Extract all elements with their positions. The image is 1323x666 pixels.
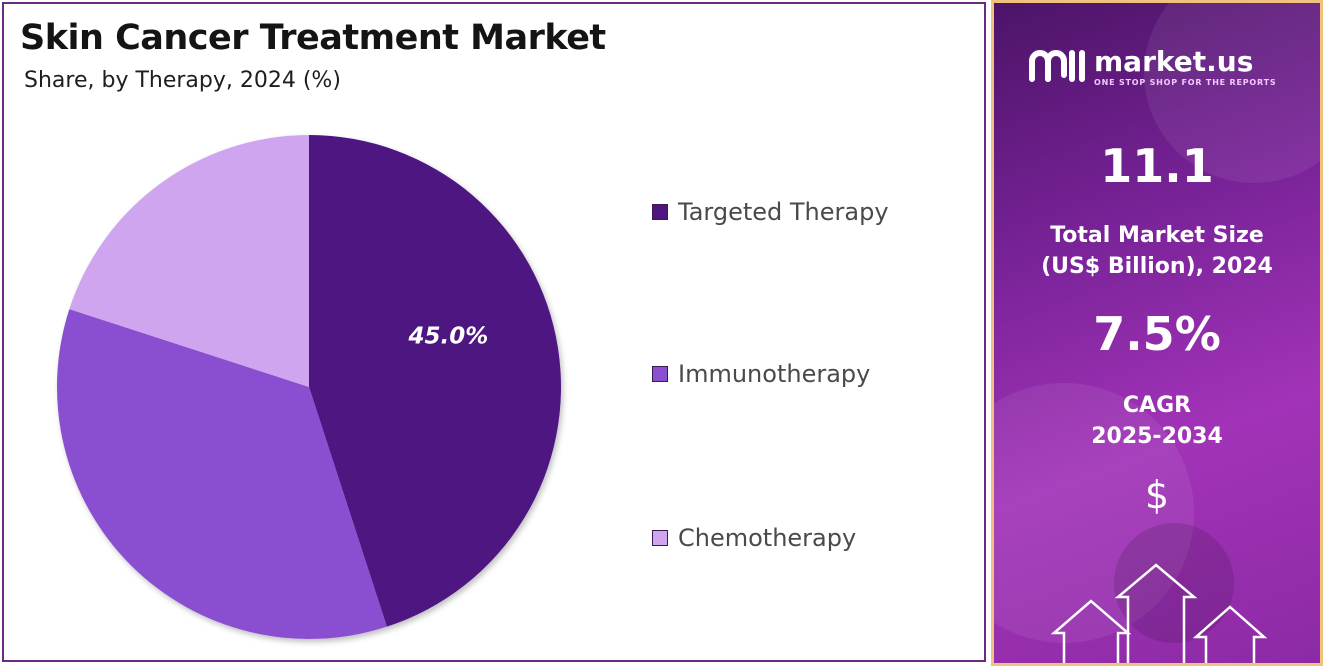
cagr-label: CAGR 2025-2034 bbox=[994, 390, 1320, 452]
brand-name: market.us bbox=[1094, 44, 1254, 78]
legend-swatch bbox=[652, 366, 668, 382]
cagr-label-line2: 2025-2034 bbox=[1091, 424, 1223, 449]
pie-slice-chemotherapy bbox=[69, 135, 309, 387]
cagr-value: 7.5% bbox=[1093, 307, 1221, 361]
brand-tagline: ONE STOP SHOP FOR THE REPORTS bbox=[1094, 77, 1277, 87]
cagr-label-line1: CAGR bbox=[1122, 393, 1192, 418]
legend-swatch bbox=[652, 530, 668, 546]
market-size-label: Total Market Size (US$ Billion), 2024 bbox=[994, 220, 1320, 282]
market-size-label-line2: (US$ Billion), 2024 bbox=[1041, 254, 1273, 279]
legend-item: Targeted Therapy bbox=[652, 198, 889, 226]
legend-item: Immunotherapy bbox=[652, 360, 870, 388]
market-size-label-line1: Total Market Size bbox=[1050, 223, 1264, 248]
legend-label: Immunotherapy bbox=[678, 360, 871, 388]
legend-swatch bbox=[652, 204, 668, 220]
pie-slice-targeted-therapy bbox=[309, 135, 561, 627]
growth-arrows-icon bbox=[1050, 563, 1268, 663]
legend-label: Chemotherapy bbox=[678, 524, 857, 552]
legend-item: Chemotherapy bbox=[652, 524, 856, 552]
market-us-logo-icon bbox=[1029, 50, 1085, 82]
chart-legend: Targeted Therapy Immunotherapy Chemotherap… bbox=[652, 4, 972, 654]
legend-label: Targeted Therapy bbox=[678, 198, 889, 226]
pie-chart: 45.0% bbox=[56, 135, 561, 640]
market-size-value: 11.1 bbox=[1100, 139, 1214, 193]
pie-slice-immunotherapy bbox=[56, 309, 387, 640]
summary-panel: market.us ONE STOP SHOP FOR THE REPORTS … bbox=[991, 0, 1323, 666]
background-shape bbox=[994, 383, 1194, 643]
chart-subtitle: Share, by Therapy, 2024 (%) bbox=[24, 68, 341, 93]
chart-title: Skin Cancer Treatment Market bbox=[20, 18, 606, 58]
brand-logo: market.us ONE STOP SHOP FOR THE REPORTS bbox=[1028, 45, 1276, 89]
chart-panel: Skin Cancer Treatment Market Share, by T… bbox=[2, 2, 986, 662]
dollar-icon: $ bbox=[1144, 473, 1170, 517]
pie-data-label: 45.0% bbox=[407, 323, 488, 349]
